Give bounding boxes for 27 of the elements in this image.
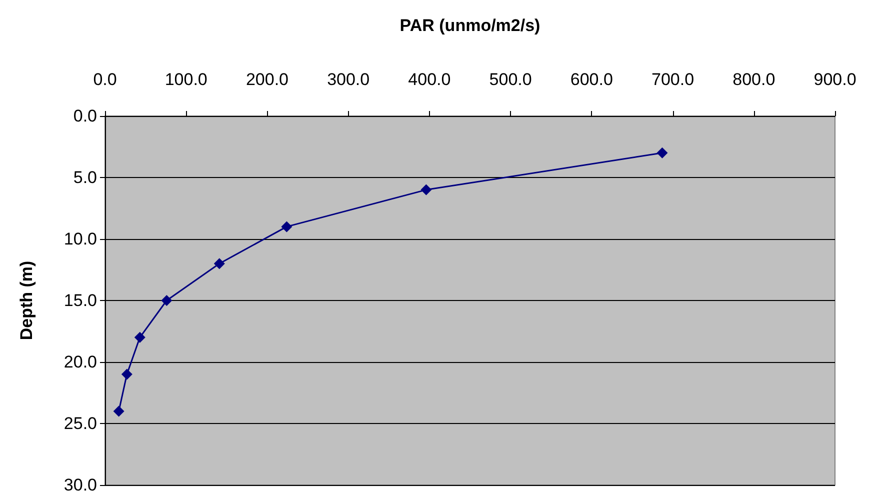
y-tick-label: 5.0 xyxy=(73,168,97,187)
x-tick-label: 800.0 xyxy=(732,70,776,89)
y-tick-label: 20.0 xyxy=(64,352,97,372)
y-tick-label: 25.0 xyxy=(64,414,97,433)
y-tick-label: 0.0 xyxy=(73,106,97,126)
x-tick-label: 600.0 xyxy=(570,70,613,89)
y-tick-label: 30.0 xyxy=(64,476,97,494)
point xyxy=(121,368,132,380)
point xyxy=(214,258,225,270)
x-tick-label: 700.0 xyxy=(652,70,694,89)
x-tick-label: 300.0 xyxy=(327,70,370,89)
x-tick-label: 500.0 xyxy=(489,70,532,89)
x-tick-label: 900.0 xyxy=(814,70,856,89)
point xyxy=(656,147,668,158)
point xyxy=(420,184,432,196)
point xyxy=(161,295,172,306)
x-tick-label: 200.0 xyxy=(246,70,288,89)
x-tick-label: 100.0 xyxy=(164,70,208,89)
point xyxy=(113,406,124,417)
y-tick-label: 10.0 xyxy=(64,230,97,248)
y-axis-title: Depth (m) xyxy=(17,260,36,340)
point xyxy=(134,332,146,343)
x-tick-label: 400.0 xyxy=(408,70,451,89)
x-tick-label: 0.0 xyxy=(93,70,117,89)
y-tick-label: 15.0 xyxy=(64,291,97,310)
x-axis-title: PAR (unmo/m2/s) xyxy=(400,16,540,35)
point xyxy=(281,221,292,232)
